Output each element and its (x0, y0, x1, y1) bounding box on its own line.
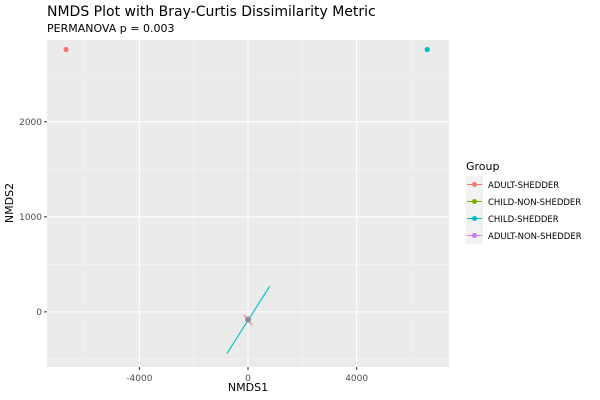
point-overlap-cluster (245, 316, 251, 323)
y-tick-label: 1000 (19, 213, 42, 223)
y-axis-label: NMDS2 (3, 183, 16, 223)
x-axis-label: NMDS1 (228, 381, 268, 394)
legend-title: Group (466, 160, 500, 173)
x-tick-label: -4000 (126, 374, 152, 384)
grid-major (47, 40, 449, 367)
data-layer (63, 46, 430, 354)
legend-label: ADULT-SHEDDER (488, 181, 559, 191)
legend-key-point (472, 233, 477, 238)
legend-label: CHILD-NON-SHEDDER (488, 198, 581, 208)
point-adult-shedder (63, 46, 69, 53)
x-axis: -4000 0 4000 (126, 367, 368, 384)
chart-title: NMDS Plot with Bray-Curtis Dissimilarity… (47, 4, 376, 20)
legend: Group ADULT-SHEDDER CHILD-NON-SHEDDER CHIL… (466, 160, 582, 244)
legend-key-point (472, 182, 477, 187)
y-tick-label: 0 (36, 308, 42, 318)
legend-label: ADULT-NON-SHEDDER (488, 232, 582, 242)
y-axis: 0 1000 2000 (19, 118, 47, 318)
point-child-shedder (424, 46, 430, 53)
x-tick-label: 0 (245, 374, 251, 384)
x-tick-label: 4000 (345, 374, 368, 384)
legend-label: CHILD-SHEDDER (488, 215, 559, 225)
y-tick-label: 2000 (19, 118, 42, 128)
chart-subtitle: PERMANOVA p = 0.003 (47, 22, 174, 35)
legend-key-point (472, 199, 477, 204)
legend-key-point (472, 216, 477, 221)
